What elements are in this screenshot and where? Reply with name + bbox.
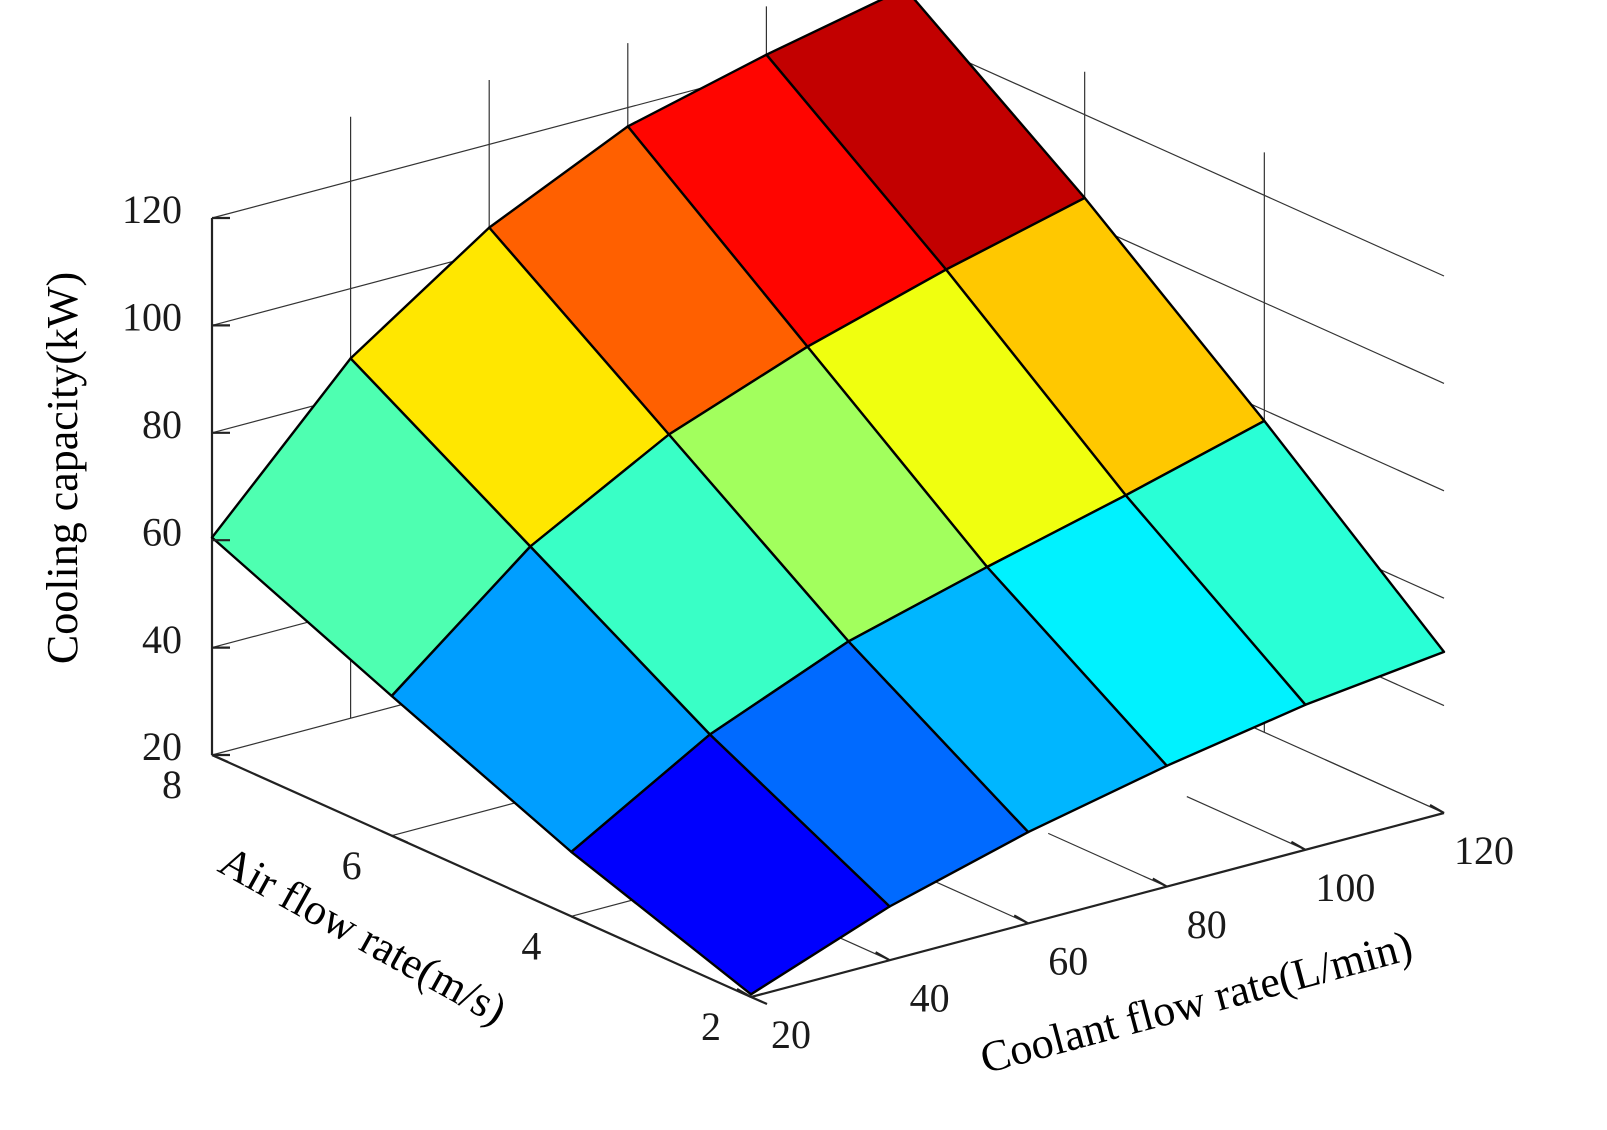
z-tick-label: 120 bbox=[122, 187, 182, 232]
z-gridline-right-wall bbox=[904, 33, 1445, 277]
y-tick-label: 8 bbox=[162, 762, 182, 807]
x-tick-mark bbox=[736, 988, 752, 998]
y-axis-label: Air flow rate(m/s) bbox=[211, 836, 515, 1034]
x-tick-mark bbox=[1152, 877, 1168, 888]
y-tick-label: 6 bbox=[342, 843, 362, 888]
x-tick-label: 60 bbox=[1048, 939, 1088, 984]
x-tick-mark bbox=[1013, 914, 1029, 925]
z-tick-label: 40 bbox=[142, 617, 182, 662]
x-tick-label: 120 bbox=[1454, 828, 1514, 873]
x-gridline-floor bbox=[1186, 796, 1306, 851]
axis-layer bbox=[210, 218, 1445, 999]
surface-cell bbox=[570, 733, 891, 996]
y-tick-mark bbox=[211, 753, 229, 764]
x-tick-mark bbox=[1429, 804, 1445, 814]
y-tick-mark bbox=[391, 834, 409, 844]
z-tick-label: 20 bbox=[142, 724, 182, 769]
z-axis-label: Cooling capacity(kW) bbox=[38, 272, 87, 664]
x-tick-label: 80 bbox=[1187, 902, 1227, 947]
y-tick-label: 2 bbox=[701, 1004, 721, 1049]
x-gridline-floor bbox=[1325, 759, 1445, 814]
z-tick-label: 60 bbox=[142, 509, 182, 554]
y-tick-mark bbox=[750, 995, 768, 1006]
z-tick-label: 100 bbox=[122, 295, 182, 340]
x-tick-label: 40 bbox=[910, 975, 950, 1020]
y-tick-mark bbox=[570, 915, 588, 925]
y-axis-line bbox=[211, 753, 752, 999]
surface-layer bbox=[210, 0, 1446, 996]
x-tick-mark bbox=[875, 951, 891, 962]
x-tick-mark bbox=[1290, 840, 1306, 851]
y-tick-label: 4 bbox=[521, 924, 541, 969]
x-tick-label: 100 bbox=[1315, 865, 1375, 910]
x-axis-line bbox=[750, 811, 1445, 999]
x-tick-label: 20 bbox=[771, 1012, 811, 1057]
x-gridline-floor bbox=[1047, 832, 1168, 888]
z-tick-label: 80 bbox=[142, 402, 182, 447]
